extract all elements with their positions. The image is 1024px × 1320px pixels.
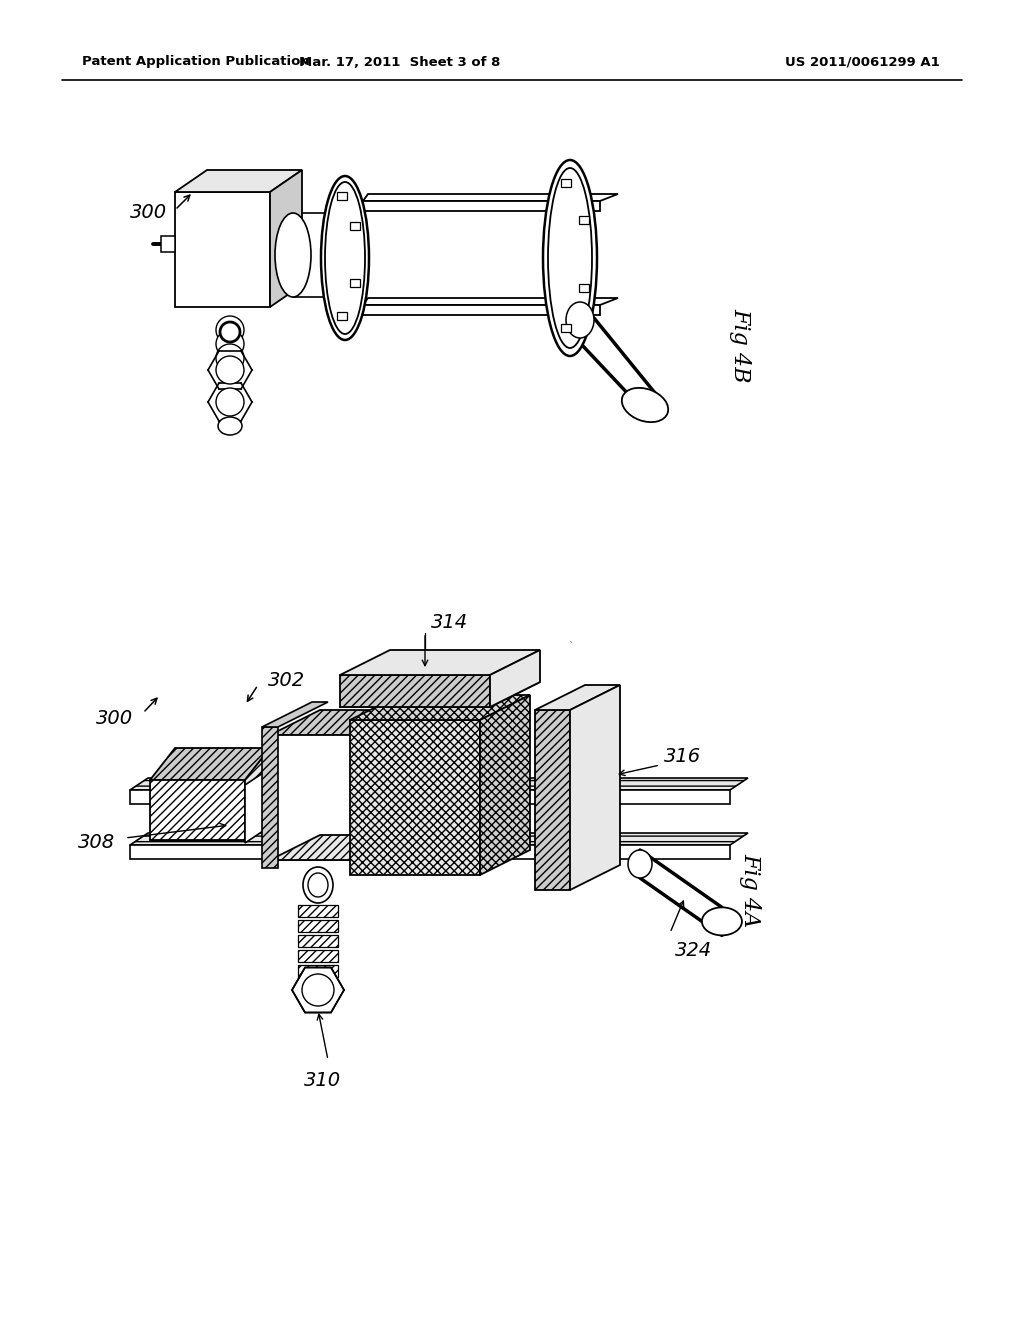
Text: 316: 316 [664,747,701,767]
Polygon shape [490,649,540,708]
Text: Fig 4B: Fig 4B [729,308,751,383]
Text: 324: 324 [675,941,712,961]
Polygon shape [561,180,571,187]
Polygon shape [262,702,328,727]
Text: Patent Application Publication: Patent Application Publication [82,55,309,69]
Text: Mar. 17, 2011  Sheet 3 of 8: Mar. 17, 2011 Sheet 3 of 8 [299,55,501,69]
Ellipse shape [549,206,581,310]
Polygon shape [161,236,175,252]
Polygon shape [337,191,347,201]
Polygon shape [150,780,245,840]
Polygon shape [292,968,344,1012]
Polygon shape [350,222,360,230]
Polygon shape [130,777,748,789]
Polygon shape [470,710,520,861]
Polygon shape [362,194,618,201]
Text: Fig 4A: Fig 4A [739,853,761,927]
Polygon shape [298,906,338,917]
Polygon shape [175,191,270,308]
Polygon shape [245,748,270,840]
Text: US 2011/0061299 A1: US 2011/0061299 A1 [785,55,940,69]
Ellipse shape [622,388,669,422]
Ellipse shape [218,417,242,436]
Polygon shape [350,279,360,286]
Polygon shape [340,675,490,708]
Polygon shape [175,170,302,191]
Text: 300: 300 [130,203,167,223]
Ellipse shape [216,388,244,416]
Ellipse shape [220,322,240,342]
Text: 314: 314 [431,614,468,632]
Polygon shape [337,312,347,319]
Polygon shape [298,965,338,977]
Polygon shape [340,649,540,675]
Polygon shape [130,789,730,804]
Ellipse shape [701,907,742,936]
Polygon shape [362,298,618,305]
Ellipse shape [216,345,244,372]
Polygon shape [150,748,270,780]
Text: 300: 300 [96,709,133,727]
Polygon shape [130,833,748,845]
Polygon shape [579,284,589,292]
Polygon shape [130,845,730,859]
Ellipse shape [325,182,365,334]
Polygon shape [480,696,530,875]
Polygon shape [270,836,520,861]
Ellipse shape [334,206,366,310]
Ellipse shape [321,176,369,341]
Ellipse shape [303,867,333,903]
Polygon shape [270,170,302,308]
Polygon shape [298,935,338,946]
Polygon shape [298,950,338,962]
Ellipse shape [275,213,311,297]
Polygon shape [579,216,589,224]
Polygon shape [350,696,530,719]
Polygon shape [262,727,278,869]
Polygon shape [350,719,480,875]
Polygon shape [270,735,470,861]
Ellipse shape [308,873,328,898]
Text: 302: 302 [268,671,305,689]
Ellipse shape [216,315,244,345]
Polygon shape [298,920,338,932]
Ellipse shape [628,850,652,878]
Polygon shape [245,766,275,843]
Polygon shape [570,685,620,890]
Polygon shape [340,682,540,708]
Polygon shape [362,305,600,315]
Ellipse shape [216,330,244,358]
Polygon shape [150,808,270,840]
Text: 308: 308 [78,833,115,851]
Ellipse shape [216,356,244,384]
Polygon shape [535,685,620,710]
Ellipse shape [543,160,597,356]
Polygon shape [270,710,520,735]
Text: 310: 310 [304,1071,342,1089]
Polygon shape [561,323,571,333]
Polygon shape [535,710,570,890]
Ellipse shape [302,974,334,1006]
Polygon shape [362,201,600,211]
Ellipse shape [548,168,592,348]
Text: `: ` [568,642,573,652]
Ellipse shape [327,213,362,297]
Ellipse shape [566,302,594,338]
